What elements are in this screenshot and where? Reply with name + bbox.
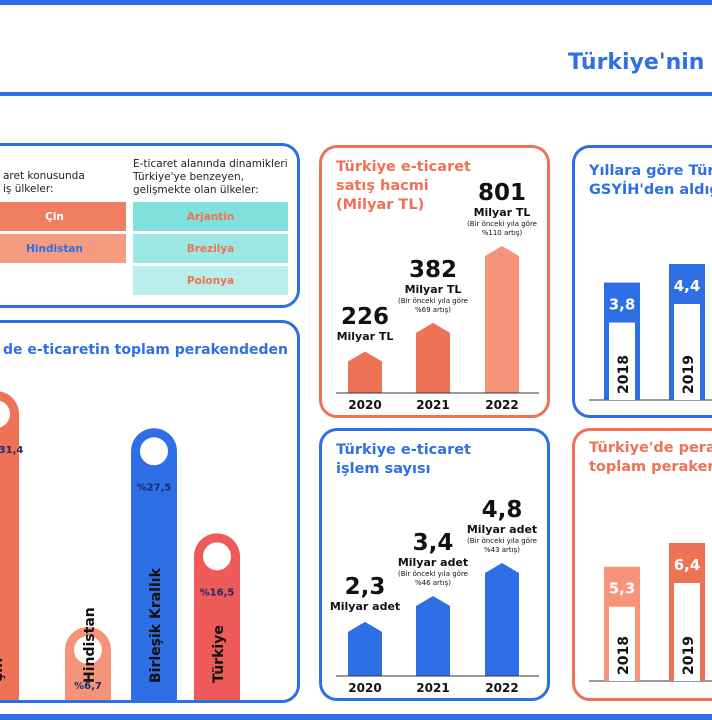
share-category-label: Hindistan — [82, 607, 98, 683]
transactions-value-label: 4,8 — [481, 497, 523, 523]
share-card-title: de e-ticaretin toplam perakendeden — [3, 342, 288, 358]
transactions-card-title: Türkiye e-ticaret işlem sayısı — [336, 442, 471, 477]
transactions-card: Türkiye e-ticaret işlem sayısı 2020 Milya… — [319, 428, 550, 701]
sales-bar — [348, 351, 382, 393]
sales-card: Türkiye e-ticaret satış hacmi (Milyar TL… — [319, 145, 550, 418]
sales-year-label: 2022 — [485, 398, 519, 412]
retail-year-label: 2018 — [616, 636, 632, 675]
retail-bar-inner — [674, 583, 700, 681]
left-header: aret konusunda iş ülkeler: — [3, 170, 85, 195]
header-divider — [0, 92, 712, 96]
sales-bar — [485, 246, 519, 393]
transactions-value-label: 3,4 — [412, 529, 454, 556]
share-value-label: %16,5 — [200, 587, 235, 598]
retail-chart: 5,3 2018 6,4 2019 — [589, 543, 712, 682]
gdp-bar-inner — [609, 322, 635, 400]
transactions-unit-label: Milyar adet — [466, 523, 538, 536]
sales-unit-label: Milyar TL — [336, 329, 394, 343]
gdp-card-title: Yıllara göre Türkiy GSYİH'den aldığı — [589, 163, 712, 198]
left-item-cin: Çin — [0, 202, 126, 231]
sales-unit-label: Milyar TL — [473, 206, 531, 219]
right-item-brezilya: Brezilya — [133, 234, 288, 263]
sales-card-title: Türkiye e-ticaret satış hacmi (Milyar TL… — [336, 159, 471, 213]
retail-year-label: 2019 — [681, 636, 697, 675]
transactions-bar — [485, 563, 519, 676]
transactions-bars-svg — [336, 563, 539, 677]
transactions-value-label: 2,3 — [344, 573, 386, 600]
transactions-growth-note: (Bir önceki yıla göre %46 artış) — [398, 569, 468, 587]
retail-value-label: 6,4 — [674, 556, 701, 574]
sales-bar — [416, 322, 450, 393]
bottom-border — [0, 714, 712, 720]
transactions-bar — [348, 621, 382, 676]
retail-card-title: Türkiye'de perake toplam perakend — [589, 440, 712, 475]
retail-card: Türkiye'de perake toplam perakend 5,3 201… — [572, 428, 712, 701]
sales-growth-note: (Bir önceki yıla göre %69 artış) — [398, 296, 468, 314]
transactions-year-label: 2021 — [416, 681, 450, 695]
gdp-year-label: 2018 — [616, 355, 632, 394]
share-category-label: Birleşik Krallık — [148, 567, 164, 683]
gdp-value-label: 4,4 — [674, 277, 701, 295]
gdp-value-label: 3,8 — [609, 296, 636, 314]
share-bar-dot — [0, 400, 10, 428]
share-bar-dot — [140, 437, 168, 466]
right-header: E-ticaret alanında dinamikleri Türkiye'y… — [133, 158, 288, 196]
sales-value-label: 801 — [477, 180, 526, 206]
share-value-label: %27,5 — [137, 482, 172, 493]
transactions-chart: 2020 Milyar adet 2,3 2021 (Bir önceki yıla g… — [322, 431, 547, 698]
sales-year-label: 2020 — [348, 398, 382, 412]
sales-value-label: 382 — [408, 256, 457, 283]
gdp-bar-inner — [674, 304, 700, 400]
sales-growth-note: (Bir önceki yıla göre %110 artış) — [467, 220, 537, 237]
share-value-label: %31,4 — [0, 445, 23, 456]
sales-value-label: 226 — [340, 303, 389, 330]
retail-bar-inner — [609, 606, 635, 681]
gdp-card: Yıllara göre Türkiy GSYİH'den aldığı 3,8… — [572, 145, 712, 418]
retail-value-label: 5,3 — [609, 580, 636, 598]
share-bar — [131, 428, 177, 700]
sales-chart: 2020 Milyar TL 226 2021 (Bir önceki yıla gör… — [322, 148, 547, 415]
share-category-label: Türkiye — [211, 625, 227, 683]
gdp-year-label: 2019 — [681, 355, 697, 394]
sales-unit-label: Milyar TL — [404, 282, 462, 296]
share-bar — [194, 533, 240, 700]
gdp-chart: 3,8 2018 4,4 2019 — [589, 264, 712, 401]
countries-card: aret konusunda iş ülkeler: Çin Hindistan… — [0, 143, 300, 308]
page-title: Türkiye'nin E — [568, 50, 712, 75]
share-bar-dot — [203, 542, 231, 571]
share-value-label: %6,7 — [74, 681, 102, 692]
transactions-bar — [416, 595, 450, 676]
share-card: de e-ticaretin toplam perakendeden %31,4… — [0, 320, 300, 703]
share-category-label: Çin — [0, 658, 6, 683]
sales-year-label: 2021 — [416, 398, 450, 412]
right-item-arjantin: Arjantin — [133, 202, 288, 231]
share-bar-dot — [74, 635, 102, 664]
transactions-year-label: 2020 — [348, 681, 382, 695]
transactions-growth-note: (Bir önceki yıla göre %43 artış) — [467, 537, 537, 554]
transactions-year-label: 2022 — [485, 681, 519, 695]
left-item-hindistan: Hindistan — [0, 234, 126, 263]
top-border — [0, 0, 712, 5]
transactions-unit-label: Milyar adet — [397, 555, 469, 569]
right-item-polonya: Polonya — [133, 266, 288, 295]
share-bar — [0, 391, 19, 700]
sales-bars-svg — [336, 246, 539, 394]
transactions-unit-label: Milyar adet — [329, 599, 401, 613]
